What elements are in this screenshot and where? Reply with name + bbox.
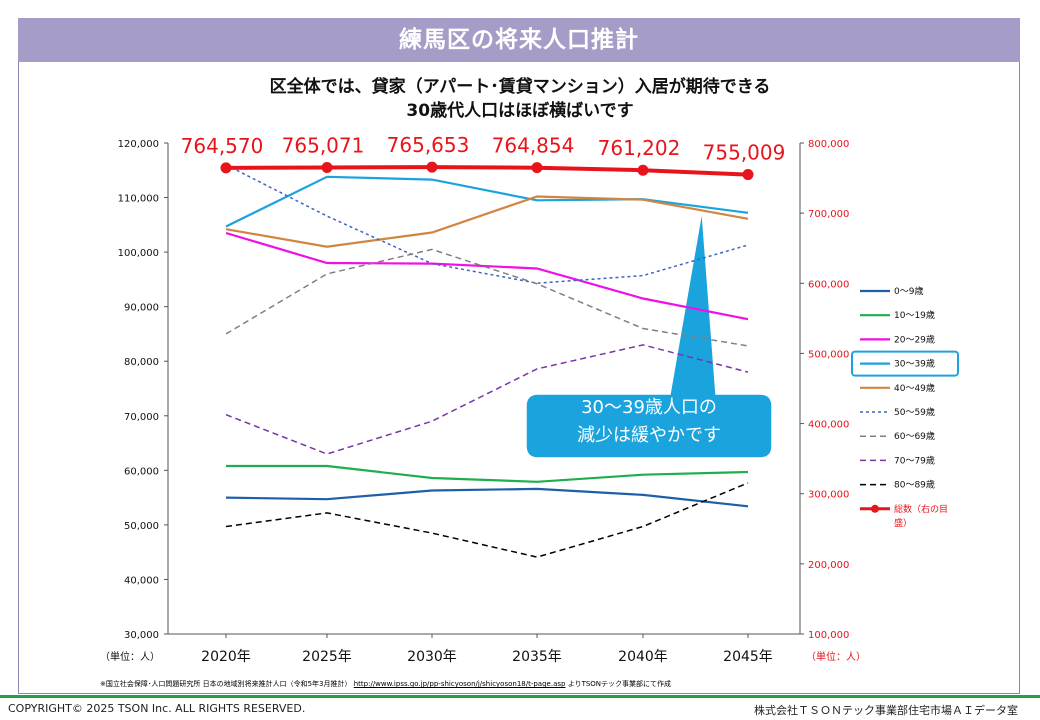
y-right-tick-label: 800,000 <box>808 139 849 150</box>
total-marker <box>220 162 232 174</box>
source-prefix: ※国立社会保障･人口問題研究所 日本の地域別将来推計人口（令和5年3月推計） <box>100 680 352 688</box>
y-left-tick-label: 120,000 <box>118 139 159 150</box>
y-left-tick-label: 30,000 <box>124 630 159 641</box>
callout-line1: 30～39歳人口の <box>581 397 717 418</box>
legend-label: 50～59歳 <box>894 406 935 418</box>
x-tick-label: 2025年 <box>302 649 352 665</box>
callout-bubble <box>525 209 773 459</box>
y-left-tick-label: 40,000 <box>124 575 159 586</box>
total-data-label: 755,009 <box>703 141 786 165</box>
total-marker <box>426 161 438 173</box>
y-left-tick-label: 60,000 <box>124 466 159 477</box>
source-suffix: よりTSONテック事業部にて作成 <box>567 680 672 688</box>
legend-label-cont: 盛） <box>894 517 912 529</box>
y-left-tick-label: 80,000 <box>124 357 159 368</box>
callout-text: 30～39歳人口の 減少は緩やかです <box>526 394 772 458</box>
legend-label: 70～79歳 <box>894 454 935 466</box>
x-tick-label: 2020年 <box>201 649 251 665</box>
series-line-8 <box>225 482 749 558</box>
callout-line2: 減少は緩やかです <box>577 425 721 446</box>
source-note: ※国立社会保障･人口問題研究所 日本の地域別将来推計人口（令和5年3月推計） h… <box>100 679 671 689</box>
page-title-banner: 練馬区の将来人口推計 <box>18 18 1020 62</box>
y-left-tick-label: 70,000 <box>124 412 159 423</box>
total-marker <box>531 162 543 174</box>
legend-label: 総数（右の目 <box>894 503 948 515</box>
series-line-0 <box>225 487 749 508</box>
total-marker <box>321 162 333 174</box>
chart-subtitle-line1: 区全体では、貸家（アパート･賃貸マンション）入居が期待できる <box>269 77 771 97</box>
y-right-tick-label: 500,000 <box>808 349 849 360</box>
y-right-unit-label: （単位：人） <box>806 650 866 663</box>
legend-label: 20～29歳 <box>894 333 935 345</box>
chart-subtitle-line2: 30歳代人口はほぼ横ばいです <box>406 101 634 121</box>
y-right-tick-label: 400,000 <box>808 420 849 431</box>
total-data-label: 765,653 <box>387 133 470 157</box>
legend-label: 0～9歳 <box>894 285 923 297</box>
total-marker <box>742 169 754 181</box>
series-line-4 <box>225 195 749 248</box>
source-link[interactable]: http://www.ipss.go.jp/pp-shicyoson/j/shi… <box>353 680 566 688</box>
x-tick-label: 2035年 <box>512 649 562 665</box>
y-left-unit-label: （単位：人） <box>100 650 160 663</box>
y-right-tick-label: 600,000 <box>808 279 849 290</box>
legend-highlight-box <box>851 350 959 377</box>
legend-label: 80～89歳 <box>894 479 935 491</box>
footer-divider <box>0 695 1040 698</box>
y-right-tick-label: 200,000 <box>808 560 849 571</box>
total-data-label: 764,854 <box>492 134 575 158</box>
y-right-tick-label: 100,000 <box>808 630 849 641</box>
y-left-tick-label: 50,000 <box>124 521 159 532</box>
y-right-tick-label: 700,000 <box>808 209 849 220</box>
x-tick-label: 2030年 <box>407 649 457 665</box>
total-marker <box>637 164 649 176</box>
legend-label: 40～49歳 <box>894 382 935 394</box>
series-line-1 <box>226 464 749 483</box>
legend-label: 10～19歳 <box>894 309 935 321</box>
y-left-tick-label: 110,000 <box>118 194 159 205</box>
series-line-9 <box>225 165 749 177</box>
company-name: 株式会社ＴＳＯＮテック事業部住宅市場ＡＩデータ室 <box>754 704 1018 717</box>
x-tick-label: 2040年 <box>618 649 668 665</box>
series-line-2 <box>225 231 749 321</box>
total-data-label: 761,202 <box>598 136 681 160</box>
y-left-tick-label: 90,000 <box>124 303 159 314</box>
total-data-label: 765,071 <box>282 134 365 158</box>
legend-label: 60～69歳 <box>894 430 935 442</box>
legend-label: 30～39歳 <box>894 358 935 370</box>
series-line-3 <box>225 175 749 228</box>
y-left-tick-label: 100,000 <box>118 248 159 259</box>
y-right-tick-label: 300,000 <box>808 490 849 501</box>
copyright-text: COPYRIGHT© 2025 TSON Inc. ALL RIGHTS RES… <box>8 702 306 715</box>
series-line-7 <box>225 344 749 455</box>
legend-marker <box>871 504 879 513</box>
x-tick-label: 2045年 <box>723 649 773 665</box>
total-data-label: 764,570 <box>181 134 264 158</box>
series-line-6 <box>225 248 749 347</box>
